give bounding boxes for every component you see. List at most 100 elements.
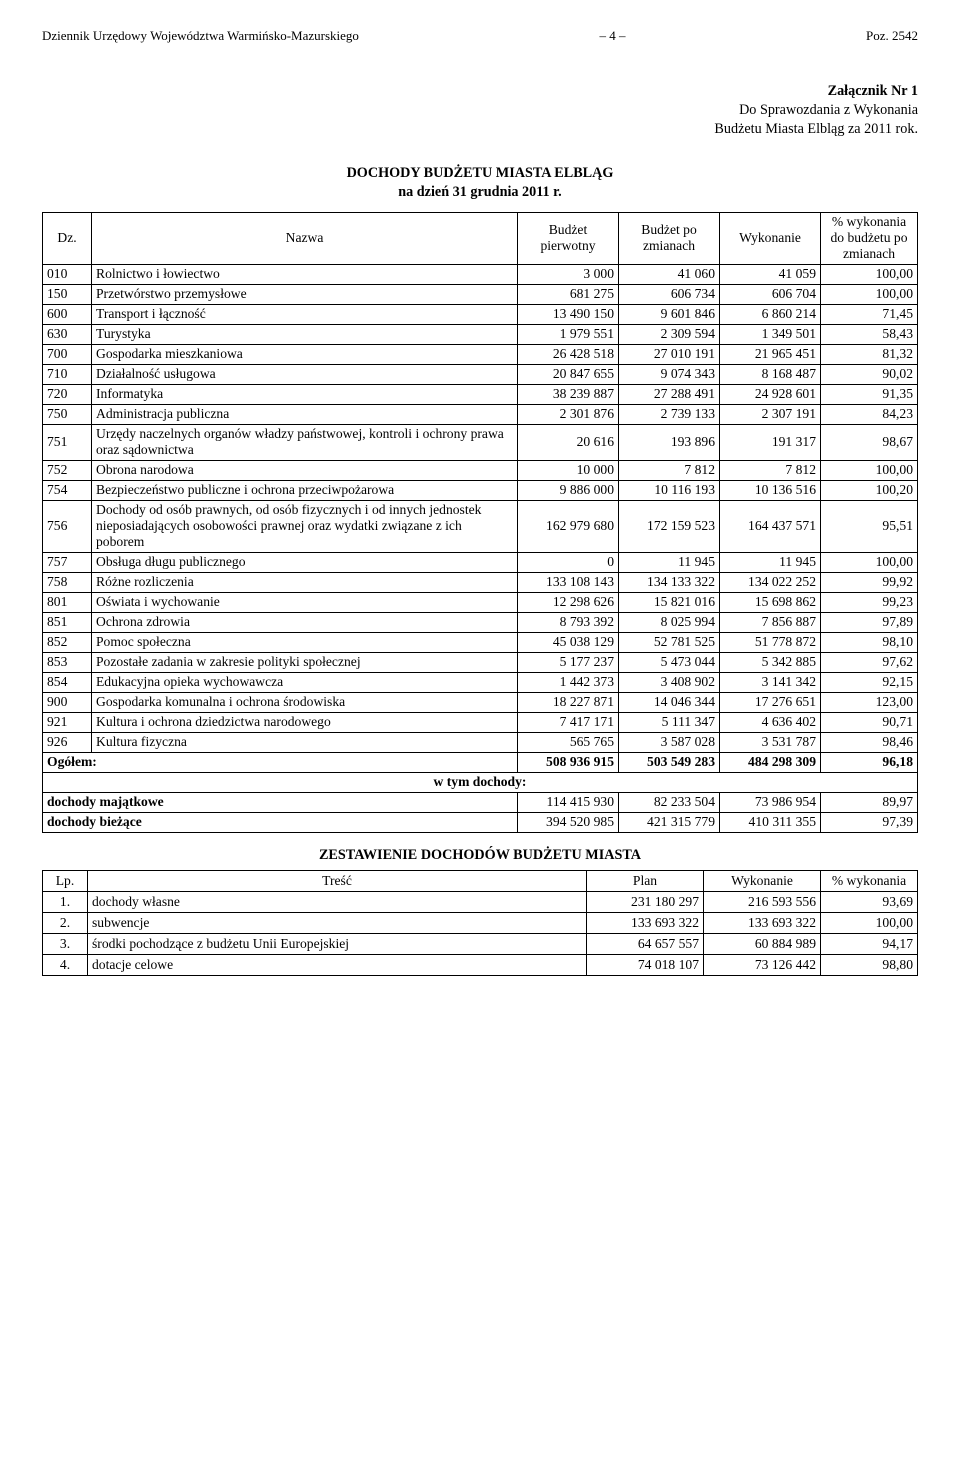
table-row: 757Obsługa długu publicznego011 94511 94…	[43, 552, 918, 572]
attachment-block: Załącznik Nr 1 Do Sprawozdania z Wykonan…	[42, 82, 918, 140]
table-row: 754Bezpieczeństwo publiczne i ochrona pr…	[43, 480, 918, 500]
col-nazwa: Nazwa	[92, 212, 518, 264]
cell-bz: 193 896	[619, 424, 720, 460]
cell-name: Działalność usługowa	[92, 364, 518, 384]
cell-name: Przetwórstwo przemysłowe	[92, 284, 518, 304]
table-row: 710Działalność usługowa20 847 6559 074 3…	[43, 364, 918, 384]
cell-plan: 231 180 297	[587, 891, 704, 912]
sub1-pct: 89,97	[821, 792, 918, 812]
cell-pct: 98,80	[821, 954, 918, 975]
table-row: 756Dochody od osób prawnych, od osób fiz…	[43, 500, 918, 552]
summary-header-row: Lp. Treść Plan Wykonanie % wykonania	[43, 870, 918, 891]
cell-lp: 4.	[43, 954, 88, 975]
col-pct-wyk: % wykonania	[821, 870, 918, 891]
cell-pct: 90,02	[821, 364, 918, 384]
cell-dz: 752	[43, 460, 92, 480]
cell-wyk: 7 856 887	[720, 612, 821, 632]
cell-pct: 100,00	[821, 552, 918, 572]
cell-bp: 3 000	[518, 264, 619, 284]
cell-bp: 5 177 237	[518, 652, 619, 672]
cell-wyk: 134 022 252	[720, 572, 821, 592]
cell-pct: 81,32	[821, 344, 918, 364]
cell-bz: 27 288 491	[619, 384, 720, 404]
cell-bp: 20 847 655	[518, 364, 619, 384]
total-label: Ogółem:	[43, 752, 518, 772]
cell-wyk: 17 276 651	[720, 692, 821, 712]
cell-bp: 7 417 171	[518, 712, 619, 732]
col-dz: Dz.	[43, 212, 92, 264]
cell-pct: 98,67	[821, 424, 918, 460]
cell-bp: 1 442 373	[518, 672, 619, 692]
col-pct: % wykonania do budżetu po zmianach	[821, 212, 918, 264]
cell-bp: 10 000	[518, 460, 619, 480]
cell-pct: 100,00	[821, 912, 918, 933]
subheader-label: w tym dochody:	[43, 772, 918, 792]
table-row: 853Pozostałe zadania w zakresie polityki…	[43, 652, 918, 672]
cell-wyk: 7 812	[720, 460, 821, 480]
cell-bz: 15 821 016	[619, 592, 720, 612]
cell-bz: 2 739 133	[619, 404, 720, 424]
table-row: 600Transport i łączność13 490 1509 601 8…	[43, 304, 918, 324]
table-row: 801Oświata i wychowanie12 298 62615 821 …	[43, 592, 918, 612]
header-center: – 4 –	[599, 28, 625, 44]
sub-row-biezace: dochody bieżące 394 520 985 421 315 779 …	[43, 812, 918, 832]
cell-name: Informatyka	[92, 384, 518, 404]
cell-bz: 172 159 523	[619, 500, 720, 552]
col-plan: Plan	[587, 870, 704, 891]
cell-name: Transport i łączność	[92, 304, 518, 324]
cell-dz: 851	[43, 612, 92, 632]
sub1-bp: 114 415 930	[518, 792, 619, 812]
cell-bz: 606 734	[619, 284, 720, 304]
cell-bz: 5 111 347	[619, 712, 720, 732]
cell-wyk: 5 342 885	[720, 652, 821, 672]
cell-pct: 100,00	[821, 460, 918, 480]
cell-wyk: 191 317	[720, 424, 821, 460]
cell-name: Urzędy naczelnych organów władzy państwo…	[92, 424, 518, 460]
cell-dz: 750	[43, 404, 92, 424]
cell-bz: 3 408 902	[619, 672, 720, 692]
table-row: 700Gospodarka mieszkaniowa26 428 51827 0…	[43, 344, 918, 364]
header-right: Poz. 2542	[866, 28, 918, 44]
cell-wyk: 51 778 872	[720, 632, 821, 652]
cell-plan: 74 018 107	[587, 954, 704, 975]
cell-name: Gospodarka mieszkaniowa	[92, 344, 518, 364]
cell-pct: 99,23	[821, 592, 918, 612]
sub2-label: dochody bieżące	[43, 812, 518, 832]
cell-dz: 010	[43, 264, 92, 284]
total-row: Ogółem: 508 936 915 503 549 283 484 298 …	[43, 752, 918, 772]
sub2-bp: 394 520 985	[518, 812, 619, 832]
cell-bp: 18 227 871	[518, 692, 619, 712]
table-row: 751Urzędy naczelnych organów władzy pańs…	[43, 424, 918, 460]
cell-dz: 757	[43, 552, 92, 572]
sub2-bz: 421 315 779	[619, 812, 720, 832]
cell-name: Kultura fizyczna	[92, 732, 518, 752]
cell-bz: 52 781 525	[619, 632, 720, 652]
sub1-label: dochody majątkowe	[43, 792, 518, 812]
cell-pct: 95,51	[821, 500, 918, 552]
cell-wyk: 216 593 556	[704, 891, 821, 912]
cell-wyk: 24 928 601	[720, 384, 821, 404]
cell-name: Rolnictwo i łowiectwo	[92, 264, 518, 284]
cell-name: Obrona narodowa	[92, 460, 518, 480]
cell-dz: 852	[43, 632, 92, 652]
sub-row-majatkowe: dochody majątkowe 114 415 930 82 233 504…	[43, 792, 918, 812]
cell-pct: 91,35	[821, 384, 918, 404]
sub1-wyk: 73 986 954	[720, 792, 821, 812]
cell-name: Gospodarka komunalna i ochrona środowisk…	[92, 692, 518, 712]
cell-name: Edukacyjna opieka wychowawcza	[92, 672, 518, 692]
subheader-row: w tym dochody:	[43, 772, 918, 792]
col-lp: Lp.	[43, 870, 88, 891]
cell-bp: 13 490 150	[518, 304, 619, 324]
cell-plan: 133 693 322	[587, 912, 704, 933]
cell-pct: 90,71	[821, 712, 918, 732]
cell-tresc: środki pochodzące z budżetu Unii Europej…	[88, 933, 587, 954]
cell-bz: 10 116 193	[619, 480, 720, 500]
cell-wyk: 41 059	[720, 264, 821, 284]
cell-pct: 100,00	[821, 264, 918, 284]
cell-dz: 801	[43, 592, 92, 612]
summary-table: Lp. Treść Plan Wykonanie % wykonania 1.d…	[42, 870, 918, 976]
cell-wyk: 4 636 402	[720, 712, 821, 732]
cell-wyk: 3 531 787	[720, 732, 821, 752]
attachment-line3: Budżetu Miasta Elbląg za 2011 rok.	[714, 121, 918, 137]
cell-tresc: dotacje celowe	[88, 954, 587, 975]
